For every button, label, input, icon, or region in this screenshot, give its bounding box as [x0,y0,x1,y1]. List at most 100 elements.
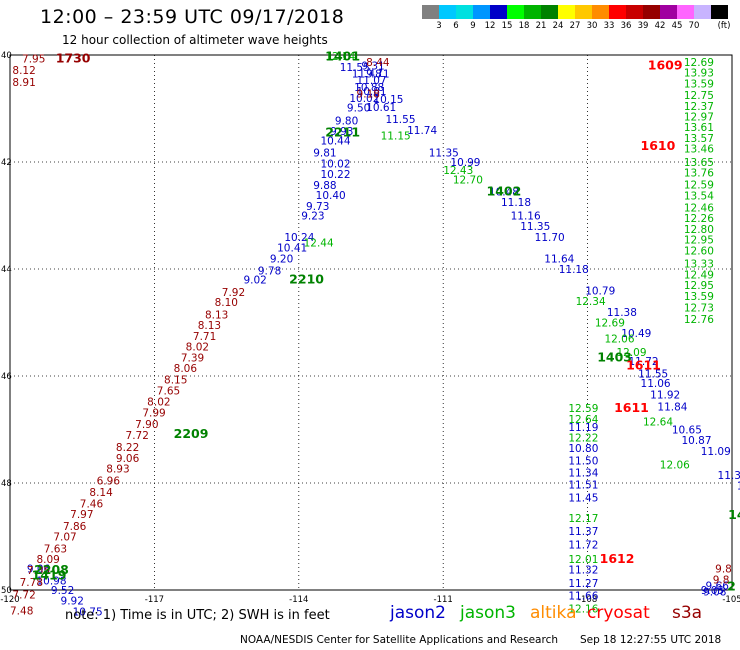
wave-height-label: 9.31 [361,61,384,73]
wave-height-label: 7.90 [135,419,158,431]
wave-height-label: 11.27 [568,578,598,590]
wave-height-label: 9.88 [313,180,336,192]
wave-height-label: 13.57 [684,133,714,145]
wave-height-label: 13.65 [684,157,714,169]
legend-swatch [575,5,592,19]
wave-height-label: 12.09 [616,347,646,359]
wave-height-label: 11.55 [638,368,668,380]
wave-height-label: 8.15 [164,375,187,387]
wave-height-label: 11.48 [352,69,382,81]
wave-height-label: 7.71 [193,331,216,343]
wave-height-label: 11.72 [629,356,659,368]
legend-swatch [490,5,507,19]
x-tick-label: -108 [578,595,597,605]
wave-height-label: 12.64 [568,414,598,426]
legend-swatch [660,5,677,19]
wave-height-label: 12.46 [684,202,714,214]
legend-tick-label: 24 [552,21,564,31]
footnote: note: 1) Time is in UTC; 2) SWH is in fe… [65,608,330,623]
wave-height-label: 12.70 [453,175,483,187]
wave-height-label: 10.02 [320,159,350,171]
pass-time-label: 1609 [648,58,683,73]
wave-height-label: 13.59 [684,291,714,303]
wave-height-label: 12.06 [660,459,690,471]
wave-height-label: 10.22 [320,169,350,181]
wave-height-label: 10.98 [36,575,66,587]
wave-height-label: 9.06 [27,564,51,576]
legend-swatch [439,5,456,19]
legend-swatch [524,5,541,19]
wave-height-label: 9.52 [51,585,74,597]
wave-height-label: 12.97 [684,112,714,124]
wave-height-label: 7.35 [27,565,50,577]
y-tick-label: 48 [1,479,12,489]
wave-height-label: 11.15 [381,130,411,142]
wave-height-label: 8.13 [205,309,228,321]
wave-height-label: 7.92 [222,287,245,299]
legend-tick-label: 3 [436,21,442,31]
pass-time-label: 1611 [614,400,649,415]
map-subtitle: 12 hour collection of altimeter wave hei… [62,33,328,47]
wave-height-label: 11.06 [641,378,671,390]
x-tick-label: -114 [289,595,308,605]
wave-height-label: 12.60 [684,245,714,257]
wave-height-label: 11.16 [511,211,541,223]
pass-time-label: 2210 [289,272,324,287]
wave-height-label: 9.92 [61,596,84,608]
legend-tick-label: 9 [470,21,476,31]
legend-swatch [643,5,660,19]
wave-height-label: 12.64 [643,416,673,428]
wave-height-label: 11.66 [568,590,598,602]
wave-height-label: 7.65 [157,385,180,397]
wave-height-label: 10.61 [366,102,396,114]
wave-height-label: 11.50 [568,456,598,468]
wave-height-label: 11.38 [607,307,637,319]
wave-height-label: 7.72 [126,430,149,442]
wave-height-label: 12.59 [684,179,714,191]
wave-height-label: 11.35 [520,221,550,233]
pass-time-label: 2211 [325,125,360,140]
wave-height-label: 12.37 [684,101,714,113]
wave-height-label: 9.81 [313,147,336,159]
x-tick-label: -120 [0,595,19,605]
wave-height-label: 12.76 [684,314,714,326]
wave-height-label: 11.31 [718,470,740,482]
wave-height-label: 12.34 [576,296,606,308]
legend-tick-label: 39 [637,21,649,31]
pass-time-label: 1730 [56,51,91,66]
wave-height-label: 11.32 [568,565,598,577]
wave-height-label: 9.08 [703,587,726,599]
legend-cryosat: cryosat [587,603,650,623]
wave-height-label: 10.80 [568,443,598,455]
wave-height-label: 10.99 [450,157,480,169]
wave-height-label: 11.37 [568,526,598,538]
wave-height-label: 9.78 [258,266,281,278]
wave-height-label: 8.93 [106,464,129,476]
wave-height-label: 13.33 [684,259,714,271]
wave-height-label: 12.22 [568,433,598,445]
wave-height-label: 12.43 [443,165,473,177]
wave-height-label: 12.80 [684,224,714,236]
legend-tick-label: 36 [620,21,632,31]
pass-time-label: 1610 [641,138,676,153]
wave-height-label: 12.49 [684,269,714,281]
wave-height-label: 10.48 [489,186,519,198]
wave-height-label: 7.39 [181,352,204,364]
wave-height-label: 9.8 [715,564,732,576]
wave-height-label: 7.95 [22,54,45,66]
wave-height-label: 9.80 [335,115,358,127]
pass-time-label: 1612 [600,551,635,566]
wave-height-label: 8.91 [12,77,35,89]
wave-height-label: 7.48 [10,605,33,617]
wave-height-label: 12.44 [304,237,334,249]
wave-height-label: 10.75 [73,606,103,618]
wave-height-label: 12.69 [595,318,625,330]
legend-tick-label: 15 [501,21,513,31]
legend-tick-label: 30 [586,21,598,31]
wave-height-label: 12.14 [325,51,355,63]
legend-swatch [677,5,694,19]
wave-height-label: 11.18 [501,197,531,209]
wave-height-label: 9.93 [330,126,353,138]
pass-time-label: 1403 [597,349,632,364]
